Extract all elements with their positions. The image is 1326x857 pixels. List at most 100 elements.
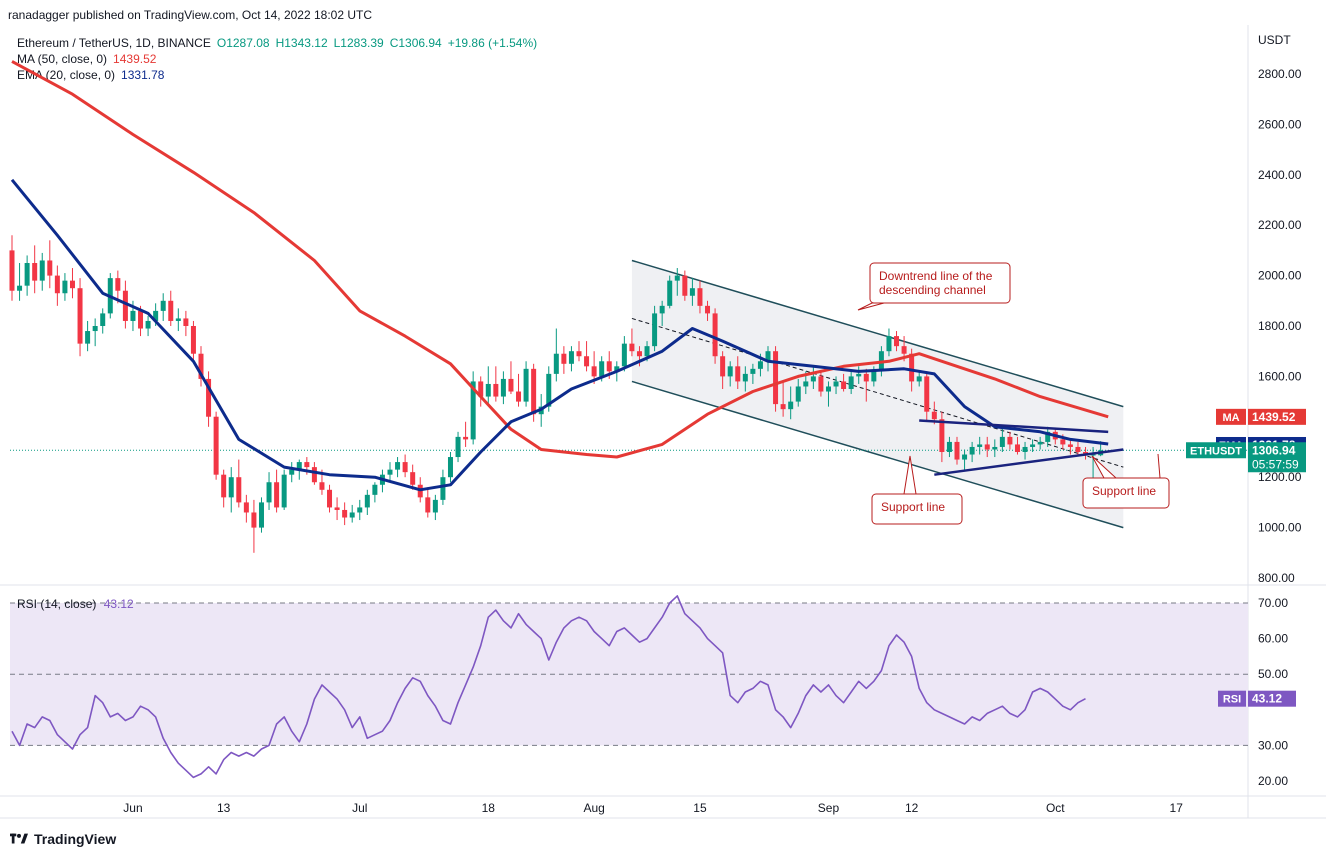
channel-lower-line[interactable]: [631, 380, 1124, 529]
candle-body[interactable]: [1045, 431, 1051, 442]
candle-body[interactable]: [841, 381, 847, 389]
resistance-line[interactable]: [919, 419, 1109, 434]
candle-body[interactable]: [1007, 436, 1013, 445]
candle-body[interactable]: [977, 444, 983, 447]
candle-body[interactable]: [364, 494, 370, 508]
candle-body[interactable]: [523, 368, 529, 402]
candle-body[interactable]: [183, 318, 189, 326]
candle-body[interactable]: [901, 346, 907, 354]
candle-body[interactable]: [1030, 444, 1036, 447]
candle-body[interactable]: [553, 353, 559, 374]
candle-body[interactable]: [992, 446, 998, 450]
ema20-line[interactable]: [10, 178, 1109, 492]
candle-body[interactable]: [77, 288, 83, 344]
candle-body[interactable]: [440, 477, 446, 500]
rsi-line[interactable]: [11, 595, 1086, 779]
candle-body[interactable]: [909, 353, 915, 382]
candle-body[interactable]: [304, 462, 310, 468]
candle-body[interactable]: [455, 436, 461, 458]
candle-body[interactable]: [463, 436, 469, 440]
candle-body[interactable]: [243, 502, 249, 513]
ma50-line[interactable]: [11, 60, 1109, 459]
candle-body[interactable]: [493, 383, 499, 397]
candle-body[interactable]: [561, 353, 567, 364]
candle-body[interactable]: [667, 280, 673, 306]
candle-body[interactable]: [485, 383, 491, 397]
candle-body[interactable]: [221, 474, 227, 498]
candle-body[interactable]: [546, 373, 552, 407]
candle-body[interactable]: [636, 351, 642, 357]
candle-body[interactable]: [848, 376, 854, 389]
candle-body[interactable]: [999, 436, 1005, 447]
candle-body[interactable]: [251, 512, 257, 528]
symbol-label[interactable]: Ethereum / TetherUS, 1D, BINANCE: [17, 36, 211, 50]
candle-body[interactable]: [689, 288, 695, 296]
candle-body[interactable]: [1014, 444, 1020, 452]
candle-body[interactable]: [213, 416, 219, 475]
candle-body[interactable]: [334, 507, 340, 510]
candle-body[interactable]: [296, 462, 302, 470]
candle-body[interactable]: [962, 454, 968, 460]
candle-body[interactable]: [984, 444, 990, 450]
candle-body[interactable]: [228, 477, 234, 498]
candle-body[interactable]: [621, 343, 627, 367]
candle-body[interactable]: [531, 368, 537, 415]
candle-body[interactable]: [765, 351, 771, 362]
candle-body[interactable]: [17, 285, 23, 291]
candle-body[interactable]: [576, 351, 582, 357]
candle-body[interactable]: [916, 376, 922, 382]
candle-body[interactable]: [342, 509, 348, 518]
candle-body[interactable]: [833, 381, 839, 387]
candle-body[interactable]: [674, 275, 680, 281]
candle-body[interactable]: [697, 288, 703, 306]
candle-body[interactable]: [168, 300, 174, 321]
candle-body[interactable]: [825, 386, 831, 392]
candle-body[interactable]: [508, 378, 514, 392]
candle-body[interactable]: [289, 469, 295, 475]
candle-body[interactable]: [606, 361, 612, 372]
candle-body[interactable]: [122, 290, 128, 321]
candle-body[interactable]: [258, 502, 264, 528]
candle-body[interactable]: [281, 474, 287, 508]
candle-body[interactable]: [773, 351, 779, 405]
candle-body[interactable]: [1075, 446, 1081, 452]
candle-body[interactable]: [130, 310, 136, 321]
candle-body[interactable]: [266, 482, 272, 503]
candle-body[interactable]: [372, 484, 378, 495]
candle-body[interactable]: [62, 280, 68, 294]
candle-body[interactable]: [954, 441, 960, 460]
candle-body[interactable]: [584, 356, 590, 367]
candle-body[interactable]: [856, 373, 862, 377]
candle-body[interactable]: [32, 263, 38, 281]
candle-body[interactable]: [750, 368, 756, 374]
candle-body[interactable]: [1067, 444, 1073, 447]
candle-body[interactable]: [516, 391, 522, 402]
candle-body[interactable]: [591, 366, 597, 377]
rsi-legend[interactable]: RSI (14, close) 43.12: [17, 597, 134, 611]
candle-body[interactable]: [682, 275, 688, 296]
candle-body[interactable]: [410, 472, 416, 485]
candle-body[interactable]: [863, 373, 869, 382]
candle-body[interactable]: [629, 343, 635, 352]
candle-body[interactable]: [644, 346, 650, 357]
candle-body[interactable]: [395, 462, 401, 470]
candle-body[interactable]: [720, 356, 726, 377]
candle-body[interactable]: [705, 305, 711, 314]
candle-body[interactable]: [327, 489, 333, 508]
candle-body[interactable]: [92, 326, 98, 332]
candle-body[interactable]: [939, 419, 945, 452]
candle-body[interactable]: [478, 381, 484, 397]
candle-body[interactable]: [470, 381, 476, 440]
candle-body[interactable]: [319, 482, 325, 490]
candle-body[interactable]: [969, 446, 975, 455]
candle-body[interactable]: [387, 469, 393, 475]
candle-body[interactable]: [9, 250, 15, 291]
candle-body[interactable]: [599, 361, 605, 377]
candle-body[interactable]: [757, 361, 763, 369]
channel-upper-line[interactable]: [631, 259, 1124, 408]
candle-body[interactable]: [274, 482, 280, 508]
candle-body[interactable]: [198, 353, 204, 379]
candle-body[interactable]: [614, 366, 620, 372]
